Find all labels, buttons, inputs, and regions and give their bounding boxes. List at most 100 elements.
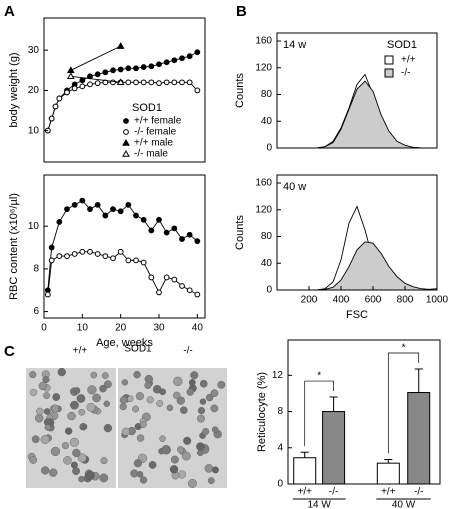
image-label: SOD1 — [124, 344, 152, 355]
area — [277, 81, 437, 148]
cell — [159, 435, 166, 442]
series-line — [70, 75, 121, 83]
marker — [171, 79, 178, 86]
cell — [135, 392, 144, 401]
marker — [186, 231, 193, 238]
cell — [196, 442, 205, 451]
marker — [71, 201, 78, 208]
cell — [44, 424, 52, 431]
marker — [171, 276, 178, 283]
y-axis-label: Counts — [234, 215, 246, 250]
y-tick-label: 120 — [255, 62, 272, 73]
group-label: 14 W — [307, 500, 331, 509]
x-tick-label: +/+ — [297, 487, 312, 498]
marker — [102, 253, 109, 260]
bar — [293, 457, 317, 485]
marker — [66, 66, 75, 73]
cell — [166, 404, 174, 412]
marker — [66, 72, 75, 80]
cell — [170, 455, 179, 464]
panel-label: A — [4, 3, 15, 20]
marker — [140, 79, 147, 86]
marker — [133, 79, 139, 86]
cell — [202, 427, 210, 436]
cell — [207, 477, 215, 485]
cell — [130, 469, 139, 478]
marker — [194, 87, 201, 94]
cell — [31, 435, 40, 444]
marker — [87, 248, 93, 255]
x-tick-label: 1000 — [426, 295, 449, 306]
cell — [197, 407, 206, 415]
area — [277, 241, 437, 290]
cell — [64, 427, 73, 435]
image-label: -/- — [183, 346, 192, 357]
cell — [144, 381, 152, 389]
cell — [190, 371, 199, 380]
cell — [61, 442, 70, 450]
cell — [186, 388, 194, 396]
legend-title: SOD1 — [132, 102, 162, 114]
marker — [125, 257, 132, 264]
cell — [29, 371, 37, 379]
cell — [176, 396, 185, 405]
cell — [76, 394, 86, 403]
x-tick-label: 0 — [41, 323, 47, 334]
y-axis-label: Counts — [234, 73, 246, 108]
cell — [139, 476, 148, 484]
x-tick-label: 30 — [153, 323, 165, 334]
marker — [125, 65, 132, 72]
marker — [186, 79, 193, 86]
y-tick-label: 0 — [266, 143, 272, 154]
marker — [48, 115, 55, 122]
marker — [122, 149, 130, 157]
cell — [180, 406, 188, 414]
cell — [43, 392, 51, 399]
marker — [179, 236, 185, 242]
significance-label: * — [317, 371, 321, 382]
marker — [79, 77, 86, 84]
marker — [48, 244, 55, 251]
marker — [163, 59, 170, 66]
cell — [199, 398, 207, 405]
marker — [117, 208, 124, 215]
cell — [177, 446, 185, 454]
marker — [56, 219, 63, 225]
marker — [156, 61, 162, 68]
legend-title: SOD1 — [387, 39, 417, 51]
group-label: 40 W — [392, 500, 416, 509]
cell — [70, 400, 79, 410]
marker — [133, 65, 139, 72]
marker — [125, 201, 132, 208]
cell — [101, 372, 109, 379]
plot-frame — [276, 174, 438, 291]
y-tick-label: 80 — [261, 231, 273, 242]
significance-bracket — [304, 380, 334, 447]
marker — [79, 248, 86, 255]
annotation: 14 w — [283, 39, 306, 51]
marker — [123, 129, 129, 135]
image-label: +/+ — [73, 346, 88, 357]
cell — [103, 380, 112, 389]
cell — [146, 396, 154, 404]
cell — [78, 408, 86, 416]
marker — [110, 206, 116, 213]
marker — [123, 118, 129, 124]
significance-label: * — [402, 343, 406, 354]
cell — [99, 384, 107, 393]
cell — [159, 388, 166, 396]
x-tick-label: -/- — [329, 487, 338, 498]
y-tick-label: 80 — [261, 89, 273, 100]
marker — [110, 255, 116, 262]
marker — [56, 253, 63, 260]
bar — [407, 392, 431, 485]
marker — [179, 283, 185, 289]
cell — [156, 399, 164, 407]
x-tick-label: 400 — [333, 295, 350, 306]
cell — [90, 371, 98, 379]
cell — [119, 396, 128, 404]
y-tick-label: 4 — [277, 442, 283, 453]
cell — [49, 468, 58, 477]
x-tick-label: 800 — [397, 295, 414, 306]
cell — [51, 404, 60, 413]
